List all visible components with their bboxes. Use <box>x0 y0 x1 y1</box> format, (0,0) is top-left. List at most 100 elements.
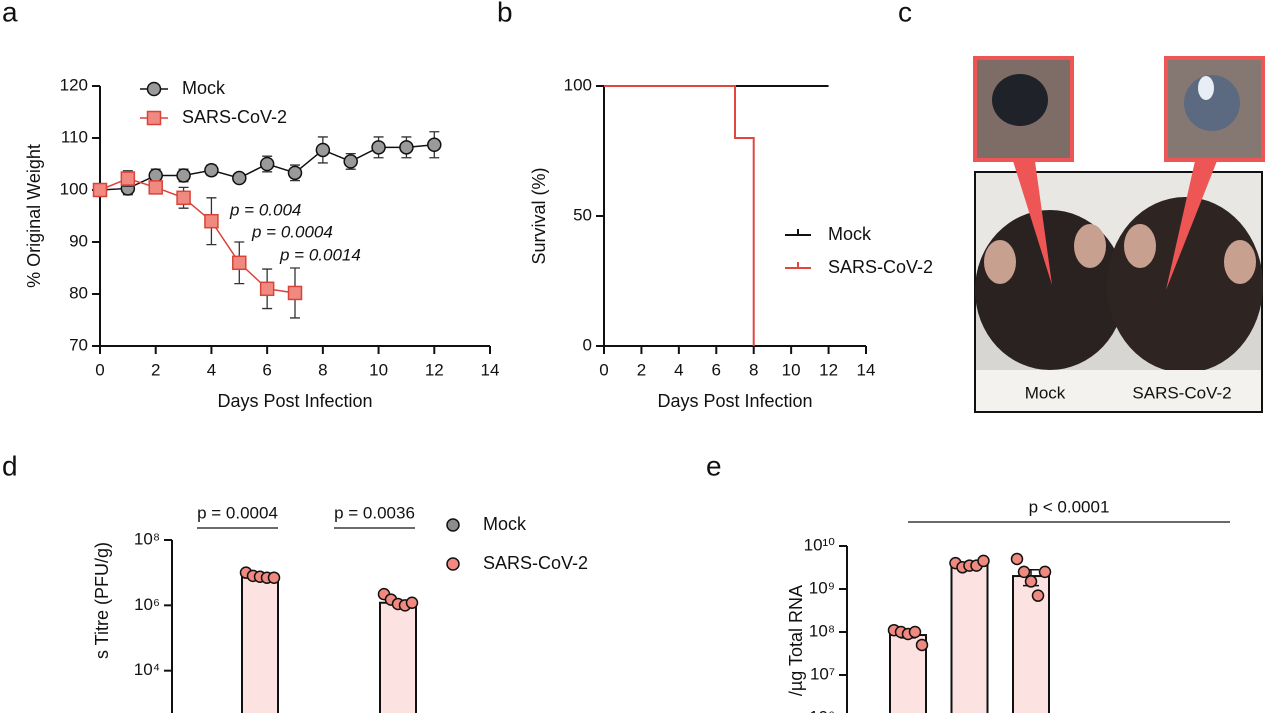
data-point <box>287 165 303 181</box>
callout <box>1013 161 1052 285</box>
y-tick-label: 0 <box>583 335 592 354</box>
legend-line <box>785 262 811 269</box>
x-tick-label: 14 <box>857 360 876 379</box>
panel-label: b <box>497 0 513 27</box>
x-axis-label: Days Post Infection <box>657 391 812 411</box>
annotation: p = 0.0014 <box>279 245 361 264</box>
data-point <box>176 168 191 183</box>
y-tick-label: 50 <box>573 205 592 224</box>
x-tick-label: 0 <box>599 360 608 379</box>
y-tick-label: 90 <box>69 231 88 250</box>
x-tick-label: 2 <box>151 360 160 379</box>
x-tick-label: 10 <box>782 360 801 379</box>
eye-opacity <box>1198 76 1214 100</box>
x-tick-label: 6 <box>262 360 271 379</box>
y-tick-label: 100 <box>60 179 88 198</box>
data-point <box>908 625 922 639</box>
x-tick-label: 12 <box>819 360 838 379</box>
x-tick-label: 10 <box>369 360 388 379</box>
data-point <box>232 255 247 271</box>
legend-marker <box>446 557 460 571</box>
x-tick-label: 2 <box>637 360 646 379</box>
data-point <box>977 554 990 568</box>
y-tick-label: 100 <box>564 75 592 94</box>
bar <box>950 564 989 713</box>
callout <box>1166 161 1217 290</box>
data-point <box>427 137 442 153</box>
data-point <box>1038 565 1052 579</box>
ear <box>1224 240 1256 284</box>
panel-label: c <box>898 0 912 27</box>
y-axis-label: % Original Weight <box>24 144 44 288</box>
photo-label: SARS-CoV-2 <box>1132 383 1231 402</box>
ear <box>1074 224 1106 268</box>
data-point <box>176 190 191 206</box>
y-tick-label: 10⁴ <box>134 660 160 679</box>
y-tick-label: 10⁷ <box>810 664 835 683</box>
y-tick-label: 80 <box>69 283 88 302</box>
data-point <box>315 142 331 158</box>
y-tick-label: 70 <box>69 335 88 354</box>
photo-panel: Mock SARS-CoV-2 <box>973 56 1265 413</box>
legend-marker <box>146 81 162 97</box>
data-point <box>259 156 275 172</box>
panel-label: a <box>2 0 18 27</box>
legend-label: SARS-CoV-2 <box>483 553 588 573</box>
y-tick-label: 10⁸ <box>809 621 835 640</box>
y-tick-label: 110 <box>61 127 88 146</box>
x-tick-label: 8 <box>318 360 327 379</box>
annotation: p = 0.0004 <box>251 222 333 241</box>
y-tick-label: 10⁶ <box>809 707 835 713</box>
annotation: p = 0.004 <box>229 200 301 219</box>
x-tick-label: 8 <box>749 360 758 379</box>
annotation: p < 0.0001 <box>1029 497 1110 516</box>
data-point <box>148 168 163 183</box>
x-tick-label: 12 <box>425 360 444 379</box>
y-tick-label: 10⁹ <box>809 578 835 597</box>
y-axis-label: Survival (%) <box>529 167 549 264</box>
x-tick-label: 4 <box>674 360 683 379</box>
data-point <box>259 281 275 297</box>
eye <box>1184 75 1240 131</box>
y-tick-label: 10⁸ <box>134 529 160 548</box>
data-point <box>343 154 358 169</box>
x-tick-label: 14 <box>481 360 500 379</box>
ear <box>1124 224 1156 268</box>
y-axis-label: s Titre (PFU/g) <box>92 542 112 659</box>
data-point <box>1017 565 1031 579</box>
legend-marker <box>146 110 162 126</box>
data-point <box>120 171 136 186</box>
bar <box>241 574 279 713</box>
legend-label: SARS-CoV-2 <box>182 107 287 127</box>
legend-label: Mock <box>483 514 527 534</box>
y-tick-label: 120 <box>60 75 88 94</box>
legend-label: Mock <box>182 78 226 98</box>
data-point <box>399 140 414 155</box>
ear <box>984 240 1016 284</box>
data-point <box>915 638 929 652</box>
legend-label: Mock <box>828 224 872 244</box>
legend-line <box>785 229 811 236</box>
annotation: p = 0.0036 <box>334 503 415 522</box>
data-point <box>148 180 163 195</box>
x-tick-label: 4 <box>207 360 216 379</box>
legend-label: SARS-CoV-2 <box>828 257 933 277</box>
data-point <box>287 285 303 301</box>
eye <box>992 74 1048 126</box>
y-tick-label: 10¹⁰ <box>804 535 836 554</box>
y-tick-label: 10⁶ <box>134 595 160 614</box>
data-point <box>405 596 419 609</box>
data-point <box>371 140 386 155</box>
data-point <box>1031 589 1045 602</box>
data-point <box>204 213 219 229</box>
panel-label: d <box>2 450 18 481</box>
panel-label: e <box>706 450 722 481</box>
data-point <box>267 571 281 584</box>
x-tick-label: 0 <box>95 360 104 379</box>
data-point <box>232 170 247 186</box>
data-point <box>204 162 219 178</box>
data-point <box>1010 552 1024 566</box>
legend-marker <box>446 518 460 532</box>
